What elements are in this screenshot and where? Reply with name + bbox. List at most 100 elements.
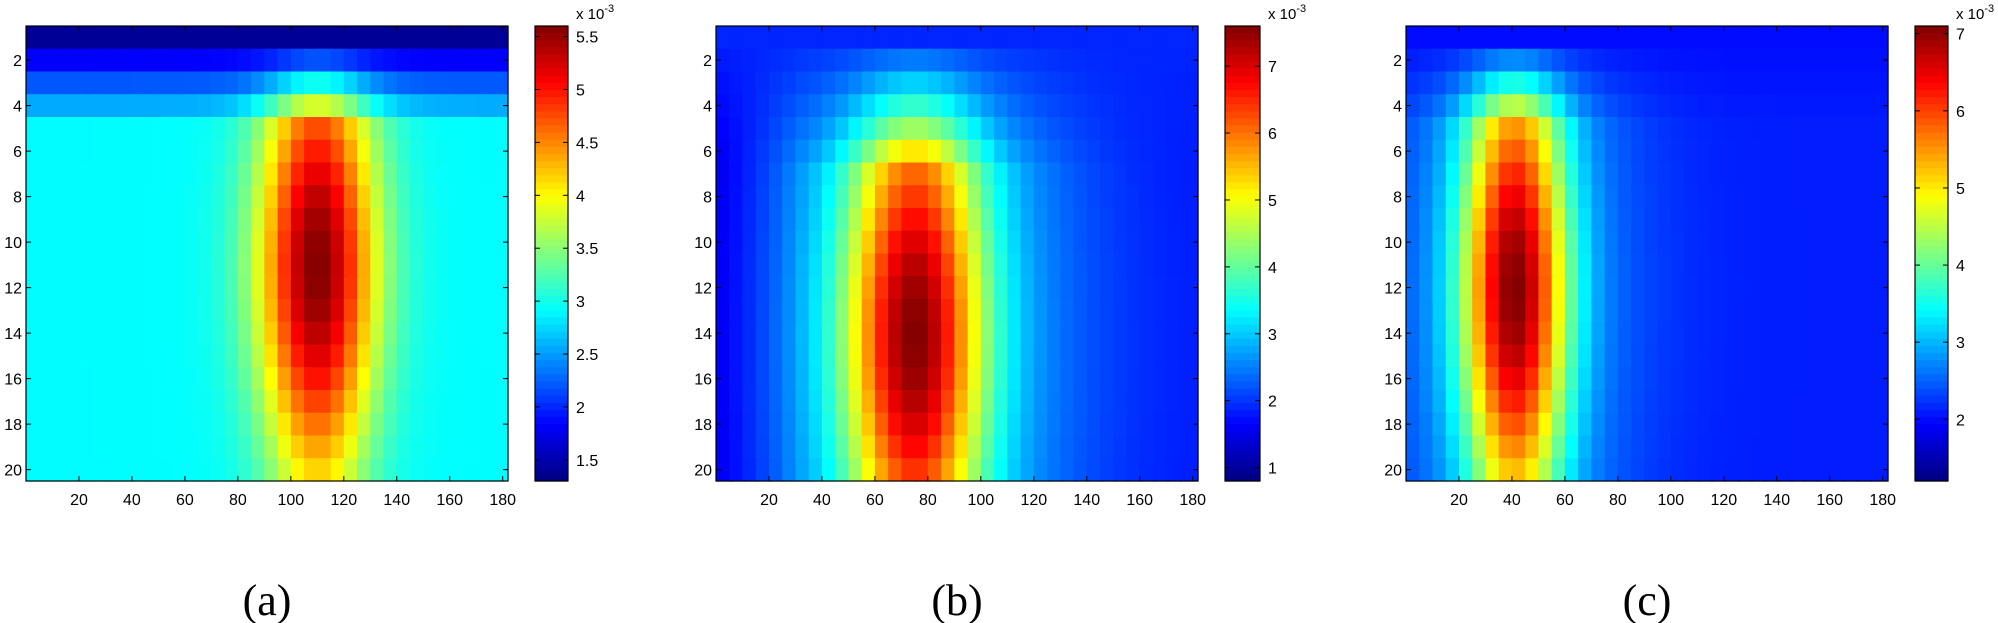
heatmap-cell [848,71,865,95]
heatmap-cell [1007,94,1024,118]
heatmap-cell [1007,321,1024,346]
heatmap-cell [967,94,985,118]
heatmap-cell [370,48,387,73]
heatmap-cell [304,230,321,255]
heatmap-cell [914,344,932,368]
heatmap-cell [1458,230,1476,255]
heatmap-cell [742,94,759,118]
heatmap-cell [901,412,918,437]
heatmap-cell [874,185,892,209]
heatmap-cell [251,26,268,50]
heatmap-cell [1578,458,1595,482]
heatmap-cell [1591,390,1608,414]
heatmap-cell [1697,321,1714,346]
heatmap-cell [436,321,453,346]
heatmap-cell [462,162,480,186]
heatmap-cell [92,230,109,255]
heatmap-cell [1139,185,1157,209]
heatmap-cell [1113,435,1130,459]
heatmap-cell [1007,458,1024,482]
colorbar-swatch [1915,232,1948,240]
heatmap-cell [317,435,334,459]
heatmap-cell [131,344,149,368]
colorbar-swatch [535,246,568,255]
heatmap-cell [1829,48,1847,73]
heatmap-cell [808,253,826,277]
heatmap-cell [729,117,746,141]
heatmap-cell [1179,230,1199,255]
heatmap-cell [290,94,308,118]
heatmap-cell [1126,458,1143,482]
heatmap-cell [1139,321,1157,346]
heatmap-cell [410,185,427,209]
heatmap-cell [1564,208,1582,232]
heatmap-cell [158,48,175,73]
heatmap-cell [1631,139,1648,164]
colorbar-swatch [535,89,568,98]
heatmap-cell [304,321,321,346]
heatmap-cell [1485,435,1502,459]
colorbar-swatch [535,381,568,390]
heatmap-cell [941,435,958,459]
heatmap-cell [1511,117,1529,141]
heatmap-cell [1829,253,1847,277]
heatmap-cell [251,390,268,414]
heatmap-cell [39,117,56,141]
heatmap-cell [742,253,759,277]
heatmap-cell [383,435,401,459]
heatmap-cell [1790,390,1807,414]
heatmap-cell [782,344,799,368]
heatmap-cell [224,139,242,164]
heatmap-cell [954,117,971,141]
colorbar-swatch [535,353,568,361]
heatmap-cell [1737,253,1754,277]
heatmap-cell [1485,253,1502,277]
heatmap-cell [1445,48,1463,73]
heatmap-cell [423,117,440,141]
heatmap-cell [383,230,401,255]
heatmap-cell [1710,139,1728,164]
heatmap-cell [1763,139,1781,164]
heatmap-cell [330,253,348,277]
heatmap-cell [224,48,242,73]
heatmap-cell [1737,276,1754,300]
heatmap-cell [1670,94,1688,118]
heatmap-cell [1644,162,1661,186]
heatmap-cell [290,390,308,414]
heatmap-cell [1776,48,1794,73]
heatmap-cell [1152,435,1170,459]
heatmap-cell [927,185,945,209]
heatmap-cell [729,435,746,459]
heatmap-cell [52,139,69,164]
heatmap-cell [1472,162,1489,186]
heatmap-cell [462,26,480,50]
heatmap-cell [1485,117,1502,141]
heatmap-cell [914,139,932,164]
heatmap-cell [237,276,255,300]
colorbar-swatch [1225,360,1260,368]
heatmap-cell [848,230,865,255]
heatmap-cell [1684,208,1701,232]
heatmap-cell [1856,162,1873,186]
heatmap-cell [1458,48,1476,73]
heatmap-cell [1604,230,1622,255]
heatmap-cell [105,139,122,164]
heatmap-cell [198,435,215,459]
heatmap-cell [1033,185,1051,209]
heatmap-cell [52,117,69,141]
heatmap-cell [1856,117,1873,141]
heatmap-cell [927,230,945,255]
heatmap-cell [1856,299,1873,323]
heatmap-cell [436,117,453,141]
heatmap-cell [1073,26,1091,50]
heatmap-cell [888,71,905,95]
heatmap-cell [874,230,892,255]
heatmap-cell [1591,435,1608,459]
heatmap-cell [1723,230,1741,255]
heatmap-cell [1684,230,1701,255]
heatmap-cell [1644,390,1661,414]
heatmap-cell [171,208,189,232]
heatmap-cell [158,185,175,209]
colorbar-tick-label: 3 [1268,327,1277,344]
heatmap-cell [901,390,918,414]
